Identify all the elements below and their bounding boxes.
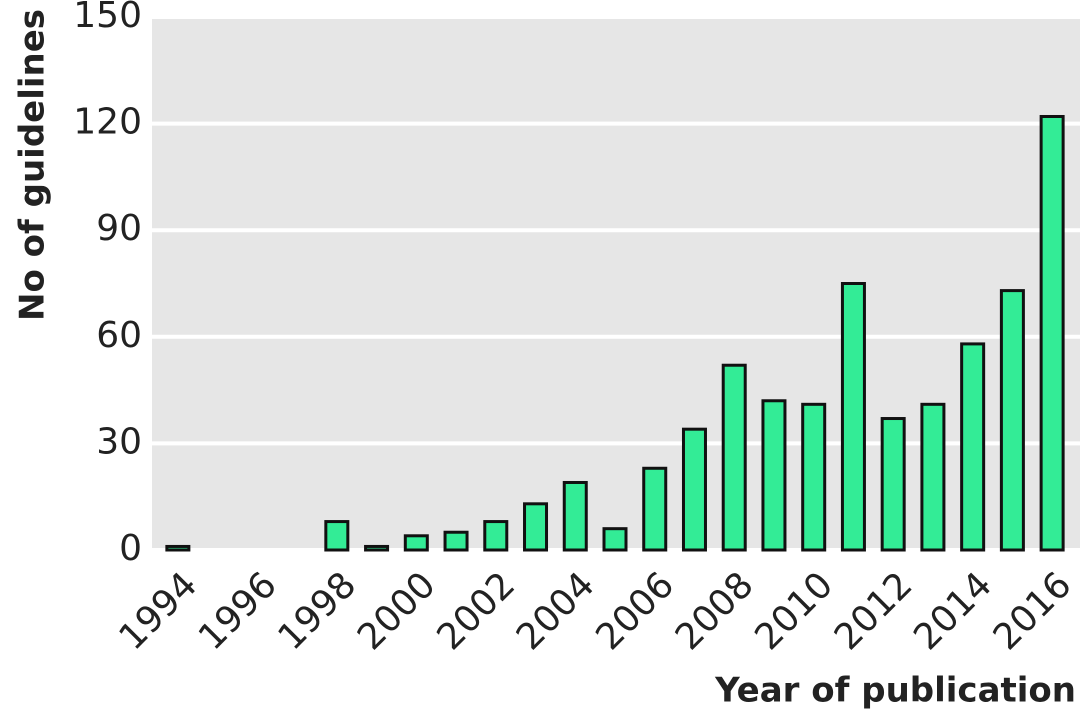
y-tick-label: 120 (73, 102, 142, 143)
x-tick-label: 2004 (509, 564, 603, 658)
bar (681, 427, 707, 552)
bar (364, 544, 390, 552)
x-tick-label: 2008 (668, 564, 762, 658)
bar (165, 544, 191, 552)
x-tick-label: 1998 (270, 564, 364, 658)
bar (801, 402, 827, 552)
y-axis-title: No of guidelines (13, 9, 53, 321)
bar (1039, 114, 1065, 552)
bar (523, 502, 549, 552)
y-tick-label: 0 (119, 528, 142, 569)
x-tick-label: 2012 (827, 564, 921, 658)
bar (999, 289, 1025, 552)
y-tick-label: 90 (96, 208, 142, 249)
y-tick-label: 30 (96, 421, 142, 462)
bar (642, 466, 668, 552)
bar (403, 534, 429, 552)
y-tick-label: 150 (73, 0, 142, 36)
x-tick-label: 2000 (350, 564, 444, 658)
bar (920, 402, 946, 552)
bar (721, 363, 747, 552)
bar (840, 282, 866, 552)
bar (602, 527, 628, 552)
x-tick-label: 2014 (906, 564, 1000, 658)
bar (562, 480, 588, 552)
bar (443, 530, 469, 552)
bar (880, 417, 906, 552)
bar (960, 342, 986, 552)
x-tick-label: 2016 (986, 564, 1080, 658)
bar (761, 399, 787, 552)
y-tick-label: 60 (96, 315, 142, 356)
x-tick-label: 1994 (112, 564, 206, 658)
bar (324, 520, 350, 552)
bar (483, 520, 509, 552)
x-tick-label: 2010 (747, 564, 841, 658)
x-tick-label: 2002 (429, 564, 523, 658)
x-tick-label: 2006 (588, 564, 682, 658)
x-axis-title: Year of publication (714, 671, 1076, 711)
x-tick-label: 1996 (191, 564, 285, 658)
